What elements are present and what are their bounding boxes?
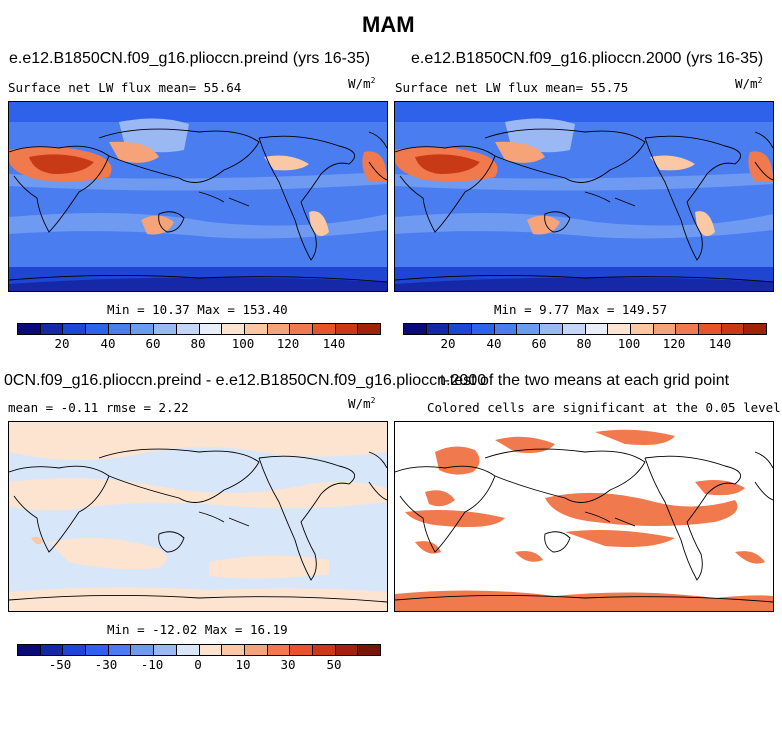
cbar1-swatch bbox=[18, 324, 41, 334]
cbar3-swatch bbox=[131, 645, 155, 655]
panel-1-minmax: Min = 10.37 Max = 153.40 bbox=[107, 302, 288, 317]
panel-3-map bbox=[8, 421, 388, 612]
panel-1-stat: Surface net LW flux mean= 55.64 bbox=[8, 80, 242, 95]
cbar2-swatch bbox=[562, 324, 586, 334]
cbar2-swatch bbox=[744, 324, 766, 334]
cbar1-swatch bbox=[222, 324, 245, 334]
cbar3-swatch bbox=[358, 645, 380, 655]
cbar2-swatch bbox=[449, 324, 473, 334]
cbar3-swatch bbox=[18, 645, 41, 655]
cbar1-swatch bbox=[312, 324, 336, 334]
cbar2-swatch bbox=[472, 324, 495, 334]
cbar1-label: 20 bbox=[54, 336, 70, 351]
cbar1-label: 40 bbox=[100, 336, 116, 351]
cbar2-swatch bbox=[721, 324, 745, 334]
cbar2-swatch bbox=[585, 324, 609, 334]
colorbar-2 bbox=[403, 323, 767, 335]
cbar3-label: 0 bbox=[194, 657, 202, 672]
cbar1-swatch bbox=[86, 324, 109, 334]
cbar2-swatch bbox=[494, 324, 518, 334]
cbar1-swatch bbox=[199, 324, 223, 334]
cbar3-swatch bbox=[86, 645, 109, 655]
cbar2-label: 60 bbox=[531, 336, 547, 351]
cbar2-swatch bbox=[608, 324, 631, 334]
cbar3-swatch bbox=[267, 645, 291, 655]
cbar1-swatch bbox=[267, 324, 291, 334]
cbar2-swatch bbox=[404, 324, 427, 334]
panel-3-units: W/m2 bbox=[348, 396, 376, 412]
cbar2-swatch bbox=[426, 324, 450, 334]
cbar3-swatch bbox=[176, 645, 200, 655]
panel-2-map bbox=[394, 101, 774, 292]
cbar1-swatch bbox=[358, 324, 380, 334]
cbar2-swatch bbox=[698, 324, 722, 334]
cbar1-label: 100 bbox=[231, 336, 255, 351]
cbar2-label: 100 bbox=[617, 336, 641, 351]
cbar3-label: 10 bbox=[235, 657, 251, 672]
panel-4-stat: Colored cells are significant at the 0.0… bbox=[427, 400, 781, 415]
panel-2-stat: Surface net LW flux mean= 55.75 bbox=[395, 80, 629, 95]
cbar3-swatch bbox=[290, 645, 313, 655]
panel-1-map bbox=[8, 101, 388, 292]
cbar1-label: 120 bbox=[276, 336, 300, 351]
cbar3-swatch bbox=[222, 645, 245, 655]
cbar2-swatch bbox=[676, 324, 699, 334]
cbar1-swatch bbox=[244, 324, 268, 334]
cbar3-label: 50 bbox=[326, 657, 342, 672]
cbar3-swatch bbox=[312, 645, 336, 655]
cbar2-swatch bbox=[540, 324, 563, 334]
cbar1-label: 140 bbox=[322, 336, 346, 351]
colorbar-1 bbox=[17, 323, 381, 335]
cbar3-label: -50 bbox=[48, 657, 72, 672]
cbar3-swatch bbox=[335, 645, 359, 655]
cbar3-label: -30 bbox=[94, 657, 118, 672]
colorbar-3 bbox=[17, 644, 381, 656]
cbar3-swatch bbox=[63, 645, 87, 655]
cbar3-swatch bbox=[154, 645, 177, 655]
cbar1-swatch bbox=[154, 324, 177, 334]
cbar3-label: -10 bbox=[140, 657, 164, 672]
cbar2-swatch bbox=[517, 324, 541, 334]
cbar2-label: 80 bbox=[576, 336, 592, 351]
cbar1-swatch bbox=[131, 324, 155, 334]
panel-3-stat: mean = -0.11 rmse = 2.22 bbox=[8, 400, 189, 415]
cbar1-swatch bbox=[40, 324, 64, 334]
cbar1-label: 80 bbox=[190, 336, 206, 351]
panel-2-title: e.e12.B1850CN.f09_g16.plioccn.2000 (yrs … bbox=[411, 50, 764, 67]
cbar3-swatch bbox=[40, 645, 64, 655]
page-title: MAM bbox=[362, 12, 415, 37]
panel-1-units: W/m2 bbox=[348, 76, 376, 92]
cbar3-swatch bbox=[108, 645, 132, 655]
cbar1-swatch bbox=[176, 324, 200, 334]
cbar2-swatch bbox=[630, 324, 654, 334]
panel-3-title: 0CN.f09_g16.plioccn.preind - e.e12.B1850… bbox=[4, 372, 487, 389]
cbar3-label: 30 bbox=[280, 657, 296, 672]
cbar1-label: 60 bbox=[145, 336, 161, 351]
panel-2-units: W/m2 bbox=[735, 76, 763, 92]
cbar2-swatch bbox=[653, 324, 677, 334]
cbar2-label: 140 bbox=[708, 336, 732, 351]
cbar2-label: 20 bbox=[440, 336, 456, 351]
cbar1-swatch bbox=[335, 324, 359, 334]
cbar3-swatch bbox=[244, 645, 268, 655]
cbar3-swatch bbox=[199, 645, 223, 655]
panel-4-map bbox=[394, 421, 774, 612]
cbar2-label: 120 bbox=[662, 336, 686, 351]
panel-4-title: t-test of the two means at each grid poi… bbox=[440, 372, 730, 389]
cbar1-swatch bbox=[290, 324, 313, 334]
panel-3-minmax: Min = -12.02 Max = 16.19 bbox=[107, 622, 288, 637]
cbar2-label: 40 bbox=[486, 336, 502, 351]
cbar1-swatch bbox=[63, 324, 87, 334]
panel-2-minmax: Min = 9.77 Max = 149.57 bbox=[494, 302, 668, 317]
panel-1-title: e.e12.B1850CN.f09_g16.plioccn.preind (yr… bbox=[9, 50, 371, 67]
cbar1-swatch bbox=[108, 324, 132, 334]
